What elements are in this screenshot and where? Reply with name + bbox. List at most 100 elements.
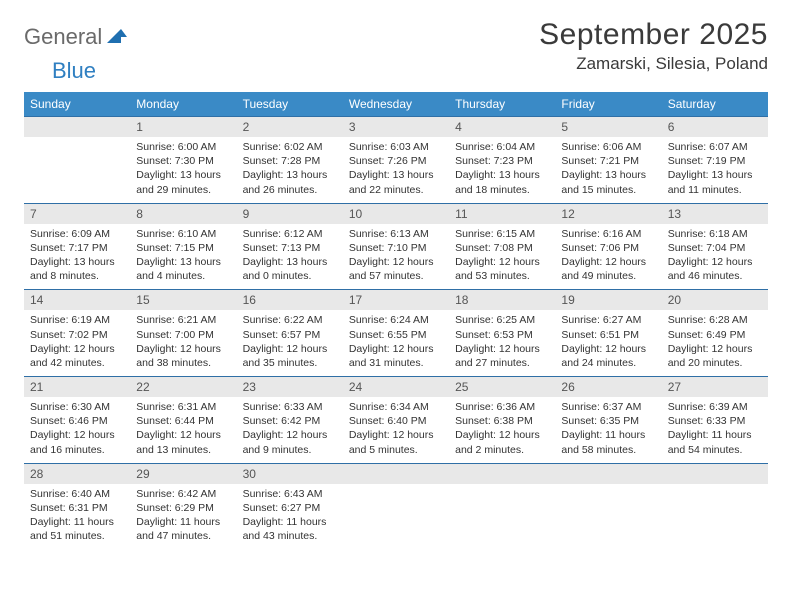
detail-line: Sunrise: 6:39 AM	[668, 400, 762, 414]
day-cell: 18Sunrise: 6:25 AMSunset: 6:53 PMDayligh…	[449, 290, 555, 377]
month-title: September 2025	[539, 18, 768, 52]
detail-line: and 13 minutes.	[136, 443, 230, 457]
day-details: Sunrise: 6:36 AMSunset: 6:38 PMDaylight:…	[449, 397, 555, 463]
detail-line: Sunrise: 6:10 AM	[136, 227, 230, 241]
detail-line: Sunset: 7:13 PM	[243, 241, 337, 255]
detail-line: Sunrise: 6:36 AM	[455, 400, 549, 414]
detail-line: and 18 minutes.	[455, 183, 549, 197]
calendar-table: Sunday Monday Tuesday Wednesday Thursday…	[24, 92, 768, 549]
detail-line: and 58 minutes.	[561, 443, 655, 457]
day-details: Sunrise: 6:24 AMSunset: 6:55 PMDaylight:…	[343, 310, 449, 376]
day-details: Sunrise: 6:39 AMSunset: 6:33 PMDaylight:…	[662, 397, 768, 463]
day-details: Sunrise: 6:07 AMSunset: 7:19 PMDaylight:…	[662, 137, 768, 203]
day-cell: 13Sunrise: 6:18 AMSunset: 7:04 PMDayligh…	[662, 203, 768, 290]
day-details: Sunrise: 6:31 AMSunset: 6:44 PMDaylight:…	[130, 397, 236, 463]
detail-line: Sunset: 7:10 PM	[349, 241, 443, 255]
day-number: 30	[237, 464, 343, 484]
detail-line: Daylight: 12 hours	[30, 428, 124, 442]
day-details: Sunrise: 6:18 AMSunset: 7:04 PMDaylight:…	[662, 224, 768, 290]
detail-line: Sunrise: 6:42 AM	[136, 487, 230, 501]
detail-line: Daylight: 12 hours	[30, 342, 124, 356]
detail-line: Daylight: 13 hours	[243, 168, 337, 182]
day-details: Sunrise: 6:42 AMSunset: 6:29 PMDaylight:…	[130, 484, 236, 550]
day-details: Sunrise: 6:00 AMSunset: 7:30 PMDaylight:…	[130, 137, 236, 203]
detail-line: Daylight: 12 hours	[349, 255, 443, 269]
day-number: 16	[237, 290, 343, 310]
day-details: Sunrise: 6:03 AMSunset: 7:26 PMDaylight:…	[343, 137, 449, 203]
detail-line: Sunrise: 6:09 AM	[30, 227, 124, 241]
detail-line: Sunset: 6:49 PM	[668, 328, 762, 342]
detail-line: Sunset: 7:21 PM	[561, 154, 655, 168]
dow-saturday: Saturday	[662, 92, 768, 117]
detail-line: and 11 minutes.	[668, 183, 762, 197]
detail-line: and 20 minutes.	[668, 356, 762, 370]
day-number: 17	[343, 290, 449, 310]
detail-line: and 57 minutes.	[349, 269, 443, 283]
day-number: 5	[555, 117, 661, 137]
detail-line: Daylight: 11 hours	[136, 515, 230, 529]
day-cell	[343, 463, 449, 549]
detail-line: Daylight: 13 hours	[136, 255, 230, 269]
day-cell: 17Sunrise: 6:24 AMSunset: 6:55 PMDayligh…	[343, 290, 449, 377]
detail-line: Sunrise: 6:12 AM	[243, 227, 337, 241]
day-details: Sunrise: 6:12 AMSunset: 7:13 PMDaylight:…	[237, 224, 343, 290]
detail-line: and 47 minutes.	[136, 529, 230, 543]
day-details: Sunrise: 6:22 AMSunset: 6:57 PMDaylight:…	[237, 310, 343, 376]
day-cell	[449, 463, 555, 549]
detail-line: Sunset: 6:44 PM	[136, 414, 230, 428]
detail-line: Daylight: 12 hours	[243, 342, 337, 356]
day-details	[24, 137, 130, 146]
detail-line: Sunrise: 6:24 AM	[349, 313, 443, 327]
day-cell: 24Sunrise: 6:34 AMSunset: 6:40 PMDayligh…	[343, 377, 449, 464]
detail-line: Sunrise: 6:02 AM	[243, 140, 337, 154]
day-cell: 14Sunrise: 6:19 AMSunset: 7:02 PMDayligh…	[24, 290, 130, 377]
day-number: 29	[130, 464, 236, 484]
detail-line: and 4 minutes.	[136, 269, 230, 283]
detail-line: Daylight: 12 hours	[136, 342, 230, 356]
detail-line: Sunrise: 6:06 AM	[561, 140, 655, 154]
day-details: Sunrise: 6:25 AMSunset: 6:53 PMDaylight:…	[449, 310, 555, 376]
detail-line: Daylight: 12 hours	[455, 255, 549, 269]
logo-word1: General	[24, 24, 102, 50]
day-details: Sunrise: 6:09 AMSunset: 7:17 PMDaylight:…	[24, 224, 130, 290]
day-details: Sunrise: 6:21 AMSunset: 7:00 PMDaylight:…	[130, 310, 236, 376]
day-cell: 19Sunrise: 6:27 AMSunset: 6:51 PMDayligh…	[555, 290, 661, 377]
day-cell: 4Sunrise: 6:04 AMSunset: 7:23 PMDaylight…	[449, 117, 555, 204]
day-cell: 26Sunrise: 6:37 AMSunset: 6:35 PMDayligh…	[555, 377, 661, 464]
detail-line: and 46 minutes.	[668, 269, 762, 283]
detail-line: Sunset: 6:40 PM	[349, 414, 443, 428]
detail-line: Sunset: 7:17 PM	[30, 241, 124, 255]
day-number	[555, 464, 661, 484]
detail-line: Daylight: 13 hours	[668, 168, 762, 182]
detail-line: Sunrise: 6:00 AM	[136, 140, 230, 154]
detail-line: and 24 minutes.	[561, 356, 655, 370]
detail-line: Daylight: 12 hours	[349, 428, 443, 442]
day-cell: 9Sunrise: 6:12 AMSunset: 7:13 PMDaylight…	[237, 203, 343, 290]
detail-line: Sunrise: 6:16 AM	[561, 227, 655, 241]
day-cell: 30Sunrise: 6:43 AMSunset: 6:27 PMDayligh…	[237, 463, 343, 549]
dow-header-row: Sunday Monday Tuesday Wednesday Thursday…	[24, 92, 768, 117]
detail-line: Sunset: 6:55 PM	[349, 328, 443, 342]
detail-line: Daylight: 12 hours	[455, 428, 549, 442]
detail-line: and 31 minutes.	[349, 356, 443, 370]
detail-line: Daylight: 11 hours	[30, 515, 124, 529]
title-block: September 2025 Zamarski, Silesia, Poland	[539, 18, 768, 74]
day-cell: 25Sunrise: 6:36 AMSunset: 6:38 PMDayligh…	[449, 377, 555, 464]
detail-line: Sunrise: 6:40 AM	[30, 487, 124, 501]
day-details: Sunrise: 6:06 AMSunset: 7:21 PMDaylight:…	[555, 137, 661, 203]
detail-line: and 16 minutes.	[30, 443, 124, 457]
detail-line: and 0 minutes.	[243, 269, 337, 283]
detail-line: and 9 minutes.	[243, 443, 337, 457]
detail-line: Daylight: 12 hours	[561, 255, 655, 269]
day-number: 26	[555, 377, 661, 397]
week-row: 1Sunrise: 6:00 AMSunset: 7:30 PMDaylight…	[24, 117, 768, 204]
detail-line: and 43 minutes.	[243, 529, 337, 543]
detail-line: Sunrise: 6:30 AM	[30, 400, 124, 414]
detail-line: Sunset: 7:00 PM	[136, 328, 230, 342]
day-cell: 15Sunrise: 6:21 AMSunset: 7:00 PMDayligh…	[130, 290, 236, 377]
detail-line: Sunset: 7:23 PM	[455, 154, 549, 168]
day-details: Sunrise: 6:15 AMSunset: 7:08 PMDaylight:…	[449, 224, 555, 290]
day-cell: 10Sunrise: 6:13 AMSunset: 7:10 PMDayligh…	[343, 203, 449, 290]
day-number: 3	[343, 117, 449, 137]
day-details: Sunrise: 6:27 AMSunset: 6:51 PMDaylight:…	[555, 310, 661, 376]
